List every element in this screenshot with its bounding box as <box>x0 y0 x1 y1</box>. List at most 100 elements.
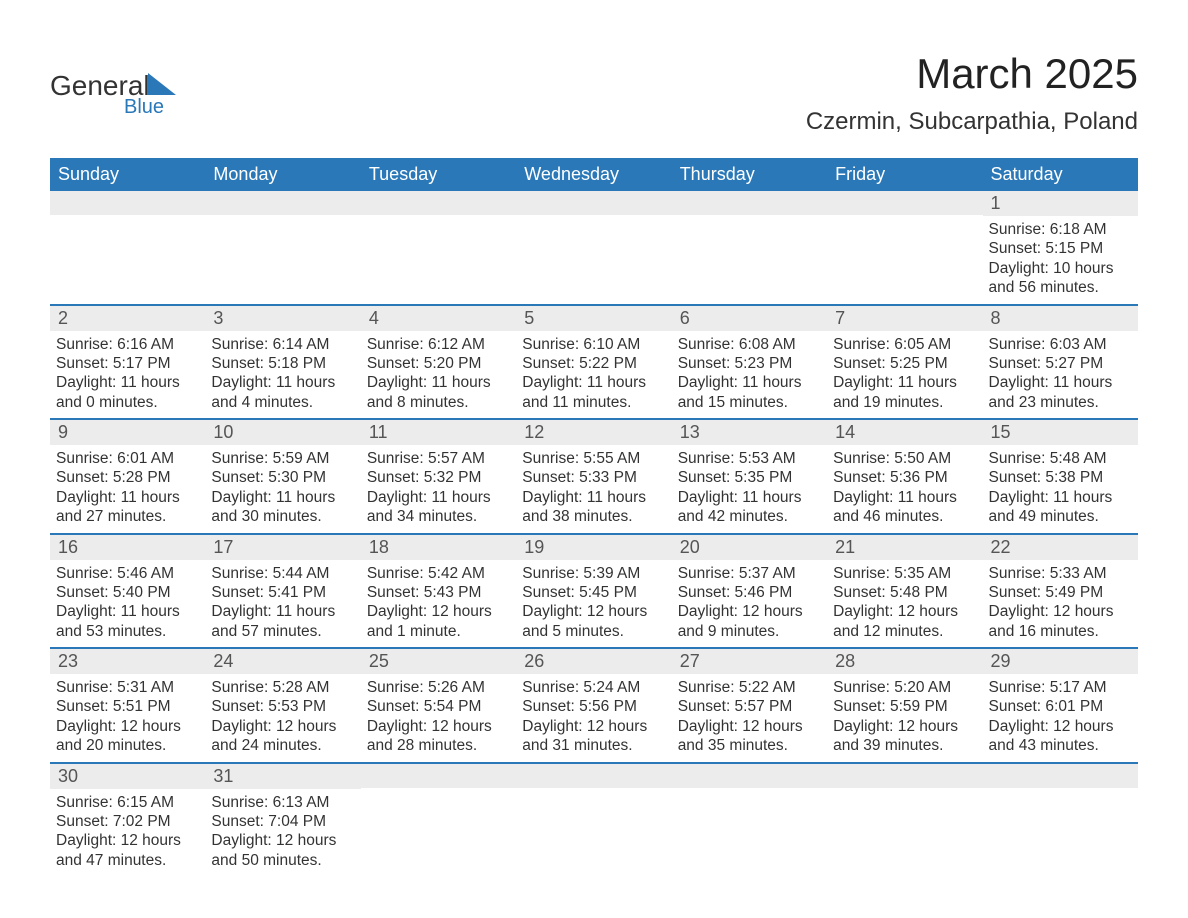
daylight-line: Daylight: 12 hours and 20 minutes. <box>56 717 199 756</box>
sunset-line: Sunset: 5:17 PM <box>56 354 199 373</box>
sunset-line: Sunset: 5:32 PM <box>367 468 510 487</box>
day-body: Sunrise: 5:35 AMSunset: 5:48 PMDaylight:… <box>827 560 982 648</box>
day-number: 4 <box>361 306 516 331</box>
daylight-line: Daylight: 11 hours and 49 minutes. <box>989 488 1132 527</box>
day-number: 9 <box>50 420 205 445</box>
sunrise-line: Sunrise: 5:31 AM <box>56 678 199 697</box>
day-number: 20 <box>672 535 827 560</box>
sunrise-line: Sunrise: 5:53 AM <box>678 449 821 468</box>
calendar-cell: 1Sunrise: 6:18 AMSunset: 5:15 PMDaylight… <box>983 191 1138 305</box>
day-number: 8 <box>983 306 1138 331</box>
calendar-cell-empty <box>672 763 827 877</box>
calendar-row: 2 Sunrise: 6:16 AMSunset: 5:17 PM Daylight… <box>50 305 1138 420</box>
day-number: 25 <box>361 649 516 674</box>
day-body <box>516 788 671 808</box>
sunset-line: Sunset: 7:04 PM <box>211 812 354 831</box>
sunrise-line: Sunrise: 5:42 AM <box>367 564 510 583</box>
sunrise-line: Sunrise: 6:15 AM <box>56 793 199 812</box>
calendar-cell: 15Sunrise: 5:48 AMSunset: 5:38 PMDayligh… <box>983 419 1138 534</box>
sunset-line: Sunset: 5:56 PM <box>522 697 665 716</box>
day-number <box>50 191 205 215</box>
sunset-line: Sunset: 5:40 PM <box>56 583 199 602</box>
day-body: Sunrise: 6:12 AMSunset: 5:20 PMDaylight:… <box>361 331 516 419</box>
daylight-line: Daylight: 12 hours and 28 minutes. <box>367 717 510 756</box>
sunrise-line: Sunrise: 5:46 AM <box>56 564 199 583</box>
sunrise-line: Sunrise: 5:33 AM <box>989 564 1132 583</box>
day-body: Sunrise: 5:24 AMSunset: 5:56 PMDaylight:… <box>516 674 671 762</box>
calendar-cell-empty <box>516 191 671 305</box>
day-number: 22 <box>983 535 1138 560</box>
daylight-line: Daylight: 11 hours and 34 minutes. <box>367 488 510 527</box>
sunset-line: Sunset: 5:27 PM <box>989 354 1132 373</box>
day-body: Sunrise: 5:17 AMSunset: 6:01 PMDaylight:… <box>983 674 1138 762</box>
sunset-line: Sunset: 5:51 PM <box>56 697 199 716</box>
sunrise-line: Sunrise: 6:14 AM <box>211 335 354 354</box>
day-number <box>983 764 1138 788</box>
sunset-line: Sunset: 5:53 PM <box>211 697 354 716</box>
sunset-line: Sunset: 5:45 PM <box>522 583 665 602</box>
sunrise-line: Sunrise: 6:05 AM <box>833 335 976 354</box>
location-subtitle: Czermin, Subcarpathia, Poland <box>806 108 1138 136</box>
daylight-line: Daylight: 12 hours and 1 minute. <box>367 602 510 641</box>
logo-word-blue: Blue <box>124 96 176 119</box>
day-number: 11 <box>361 420 516 445</box>
day-body <box>672 215 827 235</box>
day-number <box>516 191 671 215</box>
day-number: 16 <box>50 535 205 560</box>
calendar-cell: 17Sunrise: 5:44 AMSunset: 5:41 PMDayligh… <box>205 534 360 649</box>
day-number: 2 <box>50 306 205 331</box>
header: General Blue March 2025 Czermin, Subcarp… <box>50 40 1138 150</box>
day-body: Sunrise: 5:55 AMSunset: 5:33 PMDaylight:… <box>516 445 671 533</box>
sunset-line: Sunset: 5:22 PM <box>522 354 665 373</box>
day-number <box>827 764 982 788</box>
day-body <box>516 215 671 235</box>
day-body: Sunrise: 6:03 AMSunset: 5:27 PMDaylight:… <box>983 331 1138 419</box>
daylight-line: Daylight: 11 hours and 46 minutes. <box>833 488 976 527</box>
day-body: Sunrise: 6:08 AMSunset: 5:23 PMDaylight:… <box>672 331 827 419</box>
calendar-cell: 10Sunrise: 5:59 AMSunset: 5:30 PMDayligh… <box>205 419 360 534</box>
sunset-line: Sunset: 5:57 PM <box>678 697 821 716</box>
day-number: 17 <box>205 535 360 560</box>
day-number: 14 <box>827 420 982 445</box>
day-number: 18 <box>361 535 516 560</box>
sunset-line: Sunset: 5:43 PM <box>367 583 510 602</box>
calendar-row: 30Sunrise: 6:15 AMSunset: 7:02 PMDayligh… <box>50 763 1138 877</box>
weekday-header: Wednesday <box>516 158 671 191</box>
sunrise-line: Sunrise: 6:13 AM <box>211 793 354 812</box>
daylight-line: Daylight: 12 hours and 9 minutes. <box>678 602 821 641</box>
daylight-line: Daylight: 12 hours and 31 minutes. <box>522 717 665 756</box>
day-number: 27 <box>672 649 827 674</box>
calendar-cell: 2Sunrise: 6:16 AMSunset: 5:17 PMDaylight… <box>50 305 205 420</box>
day-number <box>516 764 671 788</box>
calendar-cell: 8Sunrise: 6:03 AMSunset: 5:27 PMDaylight… <box>983 305 1138 420</box>
calendar-cell: 18 Sunrise: 5:42 AMSunset: 5:43 PMDayligh… <box>361 534 516 649</box>
daylight-line: Daylight: 12 hours and 35 minutes. <box>678 717 821 756</box>
sunrise-line: Sunrise: 5:50 AM <box>833 449 976 468</box>
day-body: Sunrise: 5:39 AMSunset: 5:45 PMDaylight:… <box>516 560 671 648</box>
sunrise-line: Sunrise: 5:24 AM <box>522 678 665 697</box>
weekday-header: Monday <box>205 158 360 191</box>
day-number: 12 <box>516 420 671 445</box>
daylight-line: Daylight: 11 hours and 53 minutes. <box>56 602 199 641</box>
daylight-line: Daylight: 12 hours and 5 minutes. <box>522 602 665 641</box>
sunrise-line: Sunrise: 6:10 AM <box>522 335 665 354</box>
sunrise-line: Sunrise: 6:18 AM <box>989 220 1132 239</box>
calendar-cell: 31Sunrise: 6:13 AMSunset: 7:04 PMDayligh… <box>205 763 360 877</box>
calendar-table: SundayMondayTuesdayWednesdayThursdayFrid… <box>50 158 1138 876</box>
calendar-cell: 9Sunrise: 6:01 AMSunset: 5:28 PMDaylight… <box>50 419 205 534</box>
day-body <box>672 788 827 808</box>
day-body: Sunrise: 5:20 AMSunset: 5:59 PMDaylight:… <box>827 674 982 762</box>
daylight-line: Daylight: 11 hours and 11 minutes. <box>522 373 665 412</box>
day-number: 21 <box>827 535 982 560</box>
calendar-cell-empty <box>672 191 827 305</box>
weekday-header: Friday <box>827 158 982 191</box>
sunrise-line: Sunrise: 5:35 AM <box>833 564 976 583</box>
sunrise-line: Sunrise: 6:16 AM <box>56 335 199 354</box>
calendar-cell-empty <box>205 191 360 305</box>
sunrise-line: Sunrise: 5:55 AM <box>522 449 665 468</box>
day-body: Sunrise: 5:37 AMSunset: 5:46 PMDaylight:… <box>672 560 827 648</box>
sunset-line: Sunset: 5:41 PM <box>211 583 354 602</box>
sunset-line: Sunset: 5:38 PM <box>989 468 1132 487</box>
day-body: Sunrise: 6:15 AMSunset: 7:02 PMDaylight:… <box>50 789 205 877</box>
calendar-cell: 27Sunrise: 5:22 AMSunset: 5:57 PMDayligh… <box>672 648 827 763</box>
